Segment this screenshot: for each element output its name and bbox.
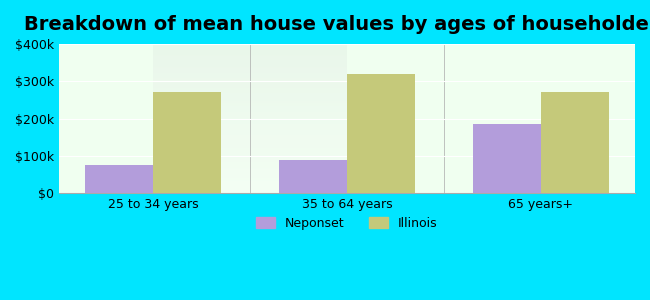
Title: Breakdown of mean house values by ages of householders: Breakdown of mean house values by ages o… [24, 15, 650, 34]
Bar [85, 165, 153, 193]
Bar [541, 92, 609, 193]
Bar [153, 92, 221, 193]
Bar [347, 74, 415, 193]
Bar [473, 124, 541, 193]
Bar [279, 160, 347, 193]
Legend: Neponset, Illinois: Neponset, Illinois [251, 212, 443, 235]
